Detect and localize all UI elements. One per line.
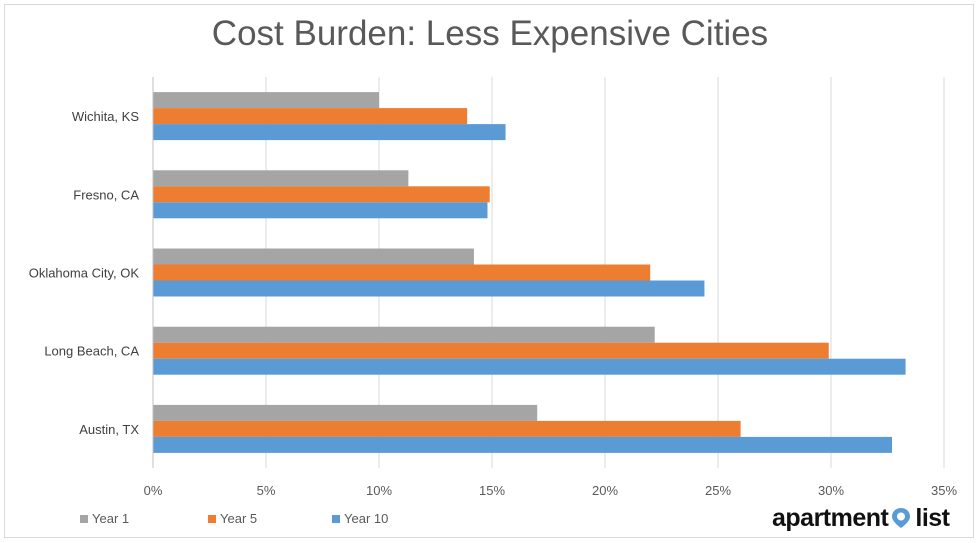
bar-year-10	[153, 124, 506, 141]
bar-year-10	[153, 280, 705, 297]
map-pin-icon	[892, 508, 911, 528]
bar-year-10	[153, 202, 488, 219]
bar-year-1	[153, 326, 655, 343]
logo-word-apartment: apartment	[772, 503, 889, 532]
x-tick-label: 30%	[818, 483, 844, 498]
chart-title: Cost Burden: Less Expensive Cities	[211, 14, 769, 53]
bar-year-1	[153, 248, 474, 265]
legend-item: Year 1	[80, 511, 129, 526]
category-label: Wichita, KS	[72, 109, 140, 124]
chart-frame	[4, 4, 974, 538]
legend-label: Year 5	[220, 511, 258, 526]
bar-year-5	[153, 420, 741, 437]
apartment-list-logo: apartment list	[772, 503, 950, 533]
x-tick-label: 20%	[592, 483, 618, 498]
category-label: Oklahoma City, OK	[29, 266, 140, 281]
legend-label: Year 1	[92, 511, 130, 526]
bar-year-5	[153, 108, 468, 125]
legend-swatch	[80, 514, 88, 523]
x-tick-label: 5%	[257, 483, 276, 498]
bar-year-5	[153, 186, 490, 203]
x-tick-label: 15%	[479, 483, 505, 498]
bar-year-1	[153, 170, 409, 187]
category-label: Fresno, CA	[73, 187, 139, 202]
bar-year-1	[153, 92, 379, 109]
category-label: Austin, TX	[79, 422, 139, 437]
x-tick-label: 25%	[705, 483, 731, 498]
logo-word-list: list	[915, 503, 950, 532]
legend-item: Year 5	[208, 511, 257, 526]
legend-item: Year 10	[332, 511, 388, 526]
bar-year-1	[153, 404, 538, 421]
legend-swatch	[332, 514, 340, 523]
bar-year-5	[153, 264, 651, 281]
legend-swatch	[208, 514, 216, 523]
bar-year-5	[153, 342, 829, 359]
legend: Year 1 Year 5 Year 10	[80, 511, 500, 529]
bar-year-10	[153, 436, 893, 453]
x-tick-label: 35%	[931, 483, 957, 498]
bar-year-10	[153, 358, 906, 375]
category-label: Long Beach, CA	[44, 344, 139, 359]
x-tick-label: 0%	[144, 483, 163, 498]
legend-label: Year 10	[344, 511, 389, 526]
x-tick-label: 10%	[366, 483, 392, 498]
